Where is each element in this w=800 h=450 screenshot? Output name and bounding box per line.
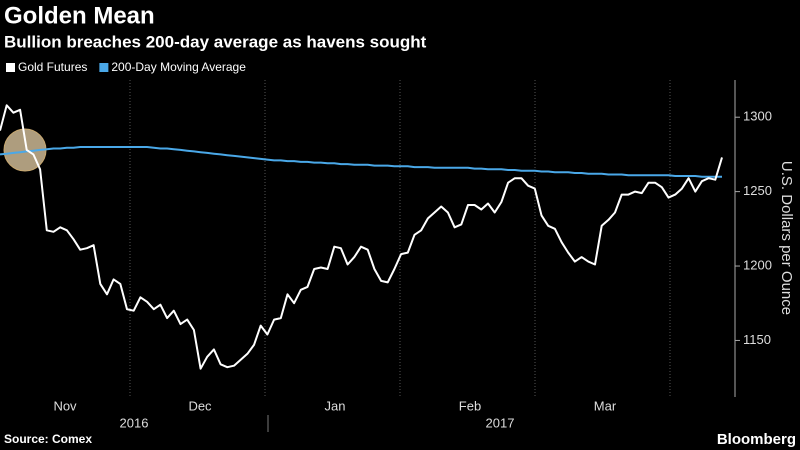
x-tick-label: Jan: [325, 398, 346, 413]
x-tick-label: Feb: [459, 398, 481, 413]
legend-swatch: [99, 63, 109, 72]
legend-label: Gold Futures: [18, 60, 87, 74]
year-label: 2016: [120, 415, 149, 430]
chart-subtitle: Bullion breaches 200-day average as have…: [4, 32, 427, 51]
year-label: 2017: [486, 415, 515, 430]
y-tick-label: 1200: [743, 257, 772, 272]
x-tick-label: Dec: [188, 398, 212, 413]
x-tick-label: Nov: [53, 398, 77, 413]
y-tick-label: 1300: [743, 109, 772, 124]
y-tick-label: 1150: [743, 332, 771, 347]
series-line: [0, 104, 723, 370]
legend-label: 200-Day Moving Average: [111, 60, 246, 74]
legend-swatch: [6, 63, 15, 72]
y-axis-label: U.S. Dollars per Ounce: [778, 161, 795, 315]
month-separators: [129, 80, 671, 397]
brand: Bloomberg: [717, 431, 796, 448]
x-tick-label: Mar: [594, 398, 617, 413]
y-tick-label: 1250: [743, 183, 772, 198]
series-line: [0, 146, 722, 178]
chart-title: Golden Mean: [4, 2, 155, 29]
source: Source: Comex: [4, 432, 92, 446]
